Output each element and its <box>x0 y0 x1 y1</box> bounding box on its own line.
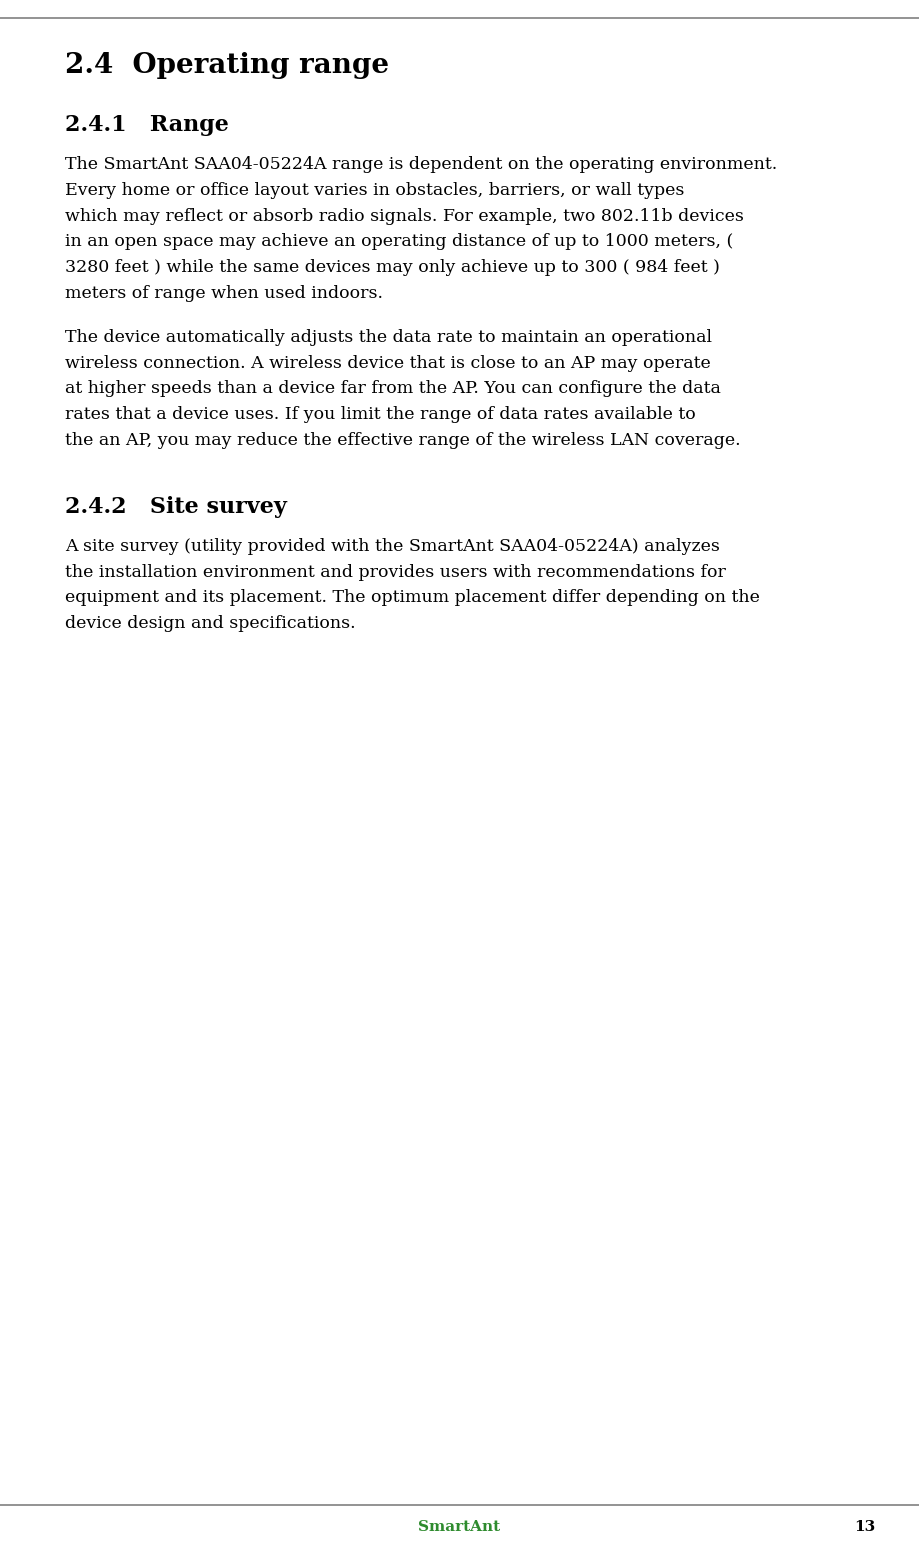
Text: The device automatically adjusts the data rate to maintain an operational: The device automatically adjusts the dat… <box>65 330 712 347</box>
Text: rates that a device uses. If you limit the range of data rates available to: rates that a device uses. If you limit t… <box>65 407 696 424</box>
Text: equipment and its placement. The optimum placement differ depending on the: equipment and its placement. The optimum… <box>65 589 760 606</box>
Text: in an open space may achieve an operating distance of up to 1000 meters, (: in an open space may achieve an operatin… <box>65 234 733 251</box>
Text: meters of range when used indoors.: meters of range when used indoors. <box>65 285 383 302</box>
Text: wireless connection. A wireless device that is close to an AP may operate: wireless connection. A wireless device t… <box>65 354 710 371</box>
Text: 3280 feet ) while the same devices may only achieve up to 300 ( 984 feet ): 3280 feet ) while the same devices may o… <box>65 260 720 277</box>
Text: 2.4  Operating range: 2.4 Operating range <box>65 53 389 79</box>
Text: 13: 13 <box>854 1521 875 1535</box>
Text: Every home or office layout varies in obstacles, barriers, or wall types: Every home or office layout varies in ob… <box>65 183 685 200</box>
Text: 2.4.1   Range: 2.4.1 Range <box>65 114 229 136</box>
Text: SmartAnt: SmartAnt <box>418 1521 501 1535</box>
Text: which may reflect or absorb radio signals. For example, two 802.11b devices: which may reflect or absorb radio signal… <box>65 207 743 224</box>
Text: the an AP, you may reduce the effective range of the wireless LAN coverage.: the an AP, you may reduce the effective … <box>65 432 741 449</box>
Text: device design and specifications.: device design and specifications. <box>65 616 356 633</box>
Text: 2.4.2   Site survey: 2.4.2 Site survey <box>65 495 287 518</box>
Text: The SmartAnt SAA04-05224A range is dependent on the operating environment.: The SmartAnt SAA04-05224A range is depen… <box>65 156 777 173</box>
Text: A site survey (utility provided with the SmartAnt SAA04-05224A) analyzes: A site survey (utility provided with the… <box>65 538 720 555</box>
Text: the installation environment and provides users with recommendations for: the installation environment and provide… <box>65 563 726 580</box>
Text: at higher speeds than a device far from the AP. You can configure the data: at higher speeds than a device far from … <box>65 381 720 398</box>
